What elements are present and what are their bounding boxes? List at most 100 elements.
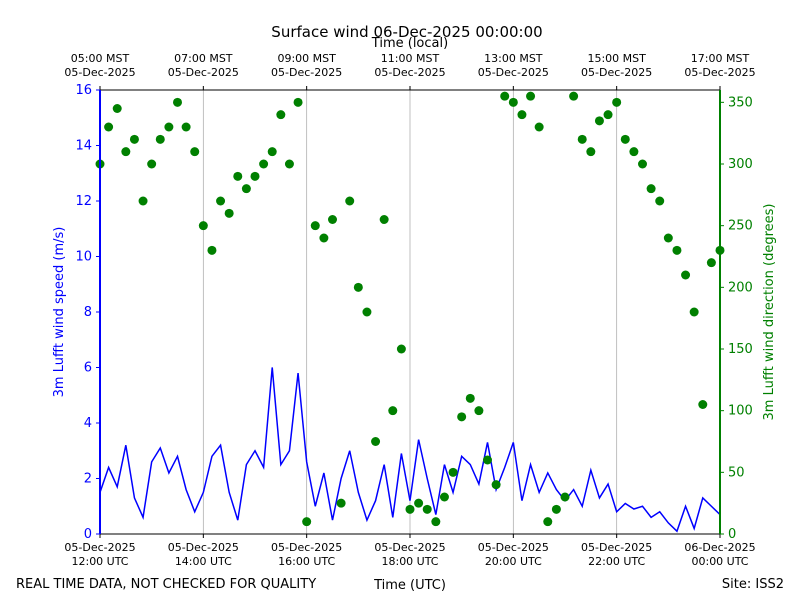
direction-point bbox=[112, 104, 122, 113]
y-tick-label: 8 bbox=[84, 305, 92, 320]
y-tick-label: 6 bbox=[84, 361, 92, 376]
y2-tick-label: 100 bbox=[728, 404, 753, 419]
direction-point bbox=[689, 307, 699, 317]
direction-point bbox=[629, 147, 639, 157]
y2-tick-label: 200 bbox=[728, 280, 753, 295]
direction-point bbox=[465, 393, 475, 403]
direction-point bbox=[508, 97, 518, 107]
y-tick-label: 0 bbox=[84, 527, 92, 542]
direction-point bbox=[646, 184, 656, 194]
direction-point bbox=[414, 498, 424, 508]
direction-point bbox=[698, 400, 708, 409]
direction-point bbox=[310, 221, 320, 231]
y-tick-label: 4 bbox=[84, 416, 92, 431]
direction-point bbox=[379, 215, 389, 224]
direction-point bbox=[405, 504, 415, 514]
direction-point bbox=[284, 159, 294, 169]
direction-point bbox=[216, 196, 226, 206]
y-axis-label: 3m Lufft wind speed (m/s) bbox=[52, 227, 67, 398]
direction-point bbox=[164, 122, 174, 132]
x2-tick-label: 05:00 MST 05-Dec-2025 bbox=[64, 52, 136, 79]
x2-tick-label: 09:00 MST 05-Dec-2025 bbox=[271, 52, 343, 79]
direction-point bbox=[293, 97, 303, 107]
direction-point bbox=[483, 455, 492, 465]
direction-point bbox=[620, 134, 630, 144]
direction-point bbox=[198, 221, 208, 231]
y-tick-label: 16 bbox=[75, 83, 92, 98]
x-tick-label: 05-Dec-2025 22:00 UTC bbox=[581, 541, 653, 568]
x-tick-label: 05-Dec-2025 16:00 UTC bbox=[271, 541, 343, 568]
direction-point bbox=[233, 171, 243, 181]
x2-tick-label: 11:00 MST 05-Dec-2025 bbox=[374, 52, 446, 79]
y-tick-label: 2 bbox=[84, 472, 92, 487]
direction-point bbox=[371, 437, 381, 446]
direction-point bbox=[586, 147, 596, 157]
direction-point bbox=[663, 233, 673, 243]
y-tick-label: 10 bbox=[75, 250, 92, 265]
y2-tick-label: 0 bbox=[728, 527, 736, 542]
direction-point bbox=[474, 406, 484, 416]
direction-point bbox=[491, 480, 501, 490]
direction-point bbox=[207, 245, 217, 255]
y2-tick-label: 150 bbox=[728, 342, 753, 357]
x2-tick-label: 07:00 MST 05-Dec-2025 bbox=[167, 52, 239, 79]
direction-point bbox=[250, 171, 260, 181]
x-axis-label: Time (UTC) bbox=[373, 578, 446, 593]
direction-point bbox=[396, 344, 406, 354]
direction-point bbox=[638, 159, 647, 169]
direction-point bbox=[138, 196, 148, 206]
direction-point bbox=[422, 504, 432, 514]
x-tick-label: 05-Dec-2025 12:00 UTC bbox=[64, 541, 136, 568]
direction-point bbox=[353, 282, 363, 292]
direction-point bbox=[594, 116, 604, 126]
direction-point bbox=[259, 159, 269, 169]
direction-point bbox=[129, 134, 139, 144]
direction-point bbox=[526, 91, 536, 101]
direction-point bbox=[603, 110, 613, 120]
y2-tick-label: 50 bbox=[728, 465, 745, 480]
y2-tick-label: 300 bbox=[728, 157, 753, 172]
direction-point bbox=[569, 91, 579, 101]
y2-axis-label: 3m Lufft wind direction (degrees) bbox=[762, 204, 777, 421]
site-label: Site: ISS2 bbox=[722, 577, 784, 592]
x2-tick-label: 13:00 MST 05-Dec-2025 bbox=[477, 52, 549, 79]
direction-point bbox=[328, 215, 337, 224]
direction-point bbox=[534, 122, 544, 132]
direction-point bbox=[439, 492, 449, 502]
direction-point bbox=[345, 196, 355, 206]
direction-point bbox=[612, 97, 622, 107]
x2-axis-label: Time (local) bbox=[371, 36, 448, 51]
speed-line bbox=[99, 367, 721, 533]
direction-point bbox=[241, 184, 251, 194]
direction-point bbox=[543, 517, 553, 527]
direction-point bbox=[388, 406, 398, 416]
y2-tick-label: 350 bbox=[728, 95, 753, 110]
x-tick-label: 05-Dec-2025 14:00 UTC bbox=[167, 541, 239, 568]
direction-point bbox=[500, 91, 510, 101]
direction-point bbox=[173, 97, 182, 107]
x-tick-label: 05-Dec-2025 18:00 UTC bbox=[374, 541, 446, 568]
y2-tick-label: 250 bbox=[728, 219, 753, 234]
direction-point bbox=[517, 110, 527, 120]
direction-point bbox=[431, 517, 441, 527]
y-tick-label: 12 bbox=[75, 194, 92, 209]
direction-point bbox=[276, 110, 286, 120]
direction-point bbox=[362, 307, 372, 317]
direction-point bbox=[457, 412, 467, 422]
direction-point bbox=[655, 196, 665, 206]
direction-point bbox=[448, 467, 458, 477]
direction-point bbox=[302, 517, 312, 527]
direction-point bbox=[190, 147, 200, 157]
direction-point bbox=[181, 122, 191, 132]
x2-tick-label: 15:00 MST 05-Dec-2025 bbox=[581, 52, 653, 79]
x-tick-label: 06-Dec-2025 00:00 UTC bbox=[684, 541, 756, 568]
direction-point bbox=[267, 147, 277, 157]
y-tick-label: 14 bbox=[75, 139, 92, 154]
direction-point bbox=[706, 258, 716, 268]
direction-point bbox=[147, 159, 157, 169]
direction-point bbox=[104, 122, 114, 132]
direction-point bbox=[577, 134, 587, 144]
direction-point bbox=[224, 208, 234, 218]
